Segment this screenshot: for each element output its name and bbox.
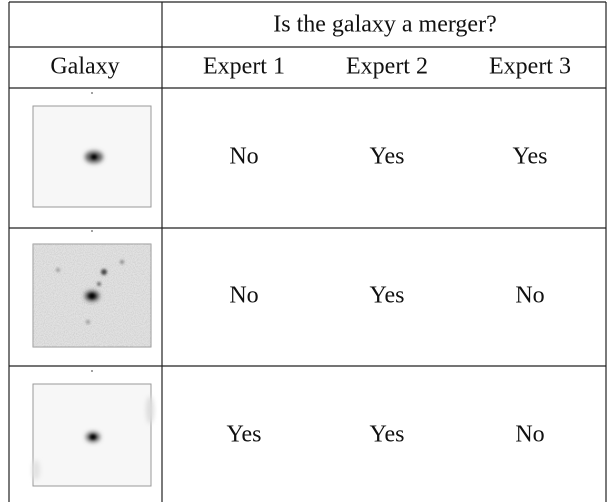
galaxy-image	[33, 92, 151, 207]
column-header: Galaxy	[50, 54, 119, 80]
table: Is the galaxy a merger? Galaxy Expert 1 …	[0, 0, 609, 502]
cell: Yes	[513, 144, 548, 170]
cell: Yes	[370, 283, 405, 309]
column-header: Expert 3	[489, 54, 571, 80]
galaxy-image	[32, 370, 154, 486]
cell: No	[229, 144, 258, 170]
cell: Yes	[370, 144, 405, 170]
column-header: Expert 2	[346, 54, 428, 80]
page: Is the galaxy a merger? Galaxy Expert 1 …	[0, 0, 609, 502]
cell: No	[515, 283, 544, 309]
header-title: Is the galaxy a merger?	[273, 12, 496, 38]
cell: No	[515, 422, 544, 448]
cell: No	[229, 283, 258, 309]
galaxy-image	[33, 230, 151, 347]
column-header: Expert 1	[203, 54, 285, 80]
cell: Yes	[370, 422, 405, 448]
cell: Yes	[227, 422, 262, 448]
